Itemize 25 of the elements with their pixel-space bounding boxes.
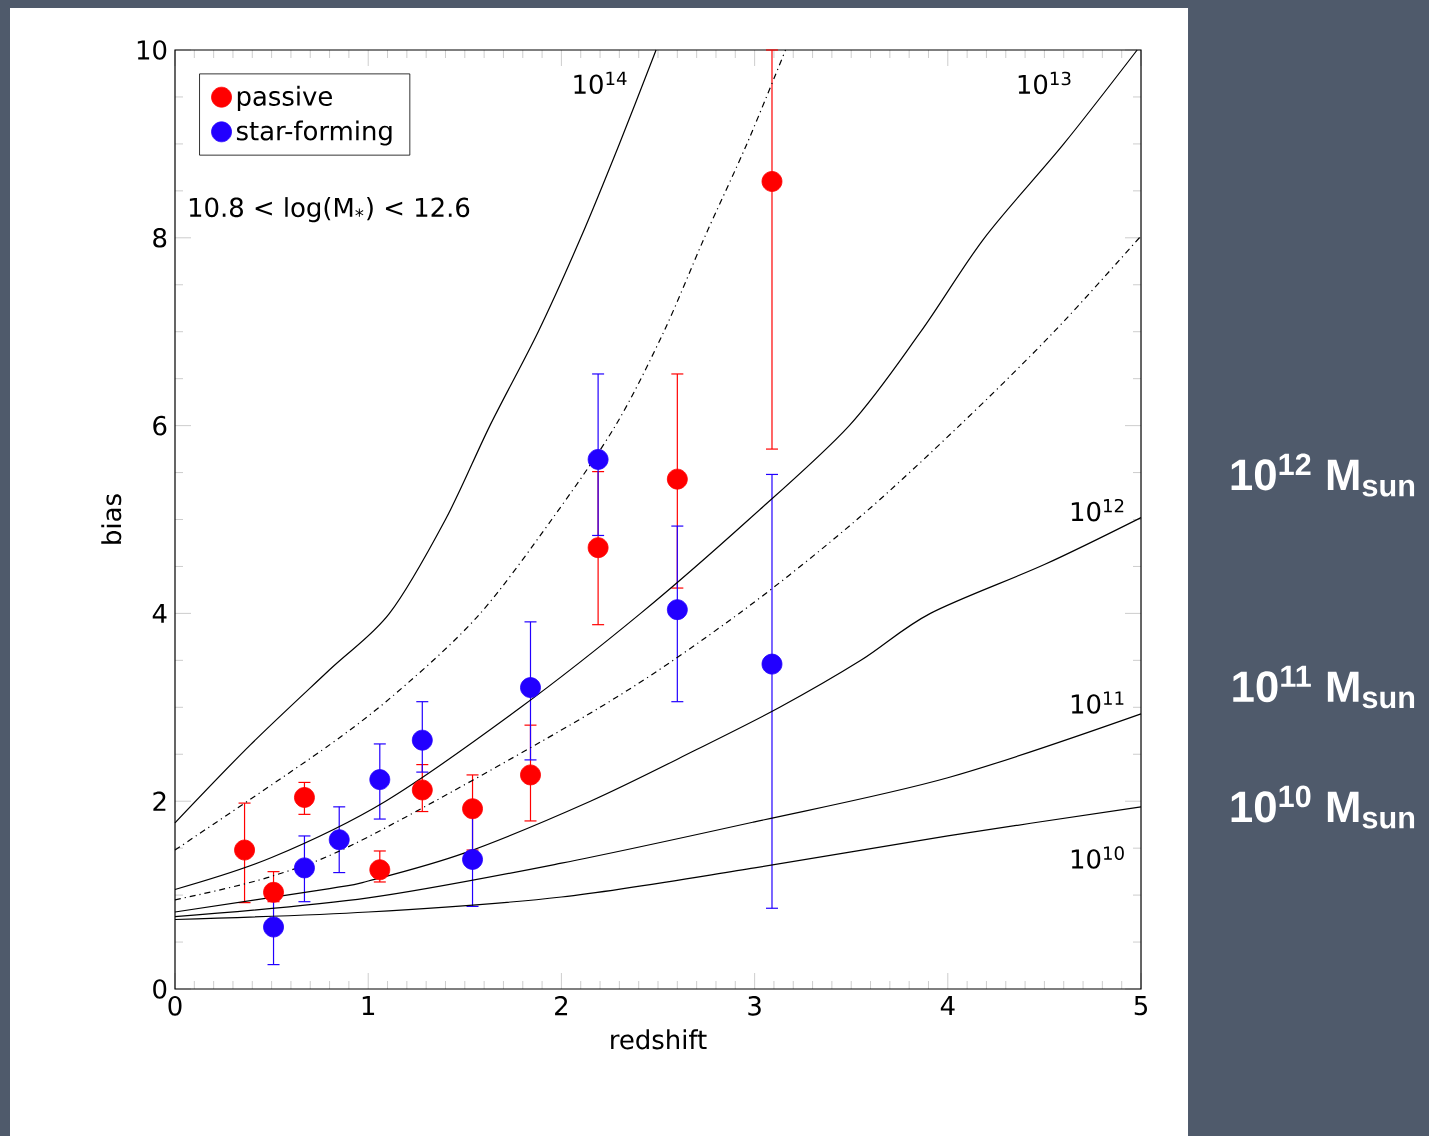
annotation: 10.8 < log(M$_{*}$) < 12.6	[189, 197, 470, 223]
annotation: 10$^{12}$	[1071, 498, 1124, 522]
x-axis-title: redshift	[611, 1029, 707, 1050]
text: 10$^{10}$ M$_{sun}$	[1231, 785, 1415, 829]
x-tick-label: 2	[555, 996, 568, 1016]
text: 10$^{11}$ M$_{sun}$	[1233, 665, 1415, 709]
text: 10$^{12}$ M$_{sun}$	[1231, 453, 1415, 497]
x-tick-label: 0	[168, 996, 182, 1016]
annotation: 10$^{14}$	[574, 71, 627, 95]
annotation: 10$^{13}$	[1018, 71, 1071, 95]
annotation: 10$^{11}$	[1071, 691, 1124, 714]
legend-label: passive	[237, 85, 332, 111]
y-tick-label: 6	[153, 415, 167, 436]
y-axis-title: bias	[101, 494, 122, 544]
y-tick-label: 4	[152, 603, 167, 623]
x-tick-label: 3	[748, 996, 761, 1016]
annotation: 10$^{10}$	[1071, 846, 1124, 869]
x-tick-label: 4	[940, 996, 955, 1015]
y-tick-label: 2	[153, 791, 166, 811]
y-tick-label: 0	[153, 979, 167, 999]
y-tick-label: 8	[153, 228, 167, 248]
x-tick-label: 5	[1134, 996, 1147, 1016]
y-tick-label: 10	[137, 40, 167, 60]
legend-label: star-forming	[236, 120, 392, 146]
x-tick-label: 1	[362, 996, 375, 1015]
